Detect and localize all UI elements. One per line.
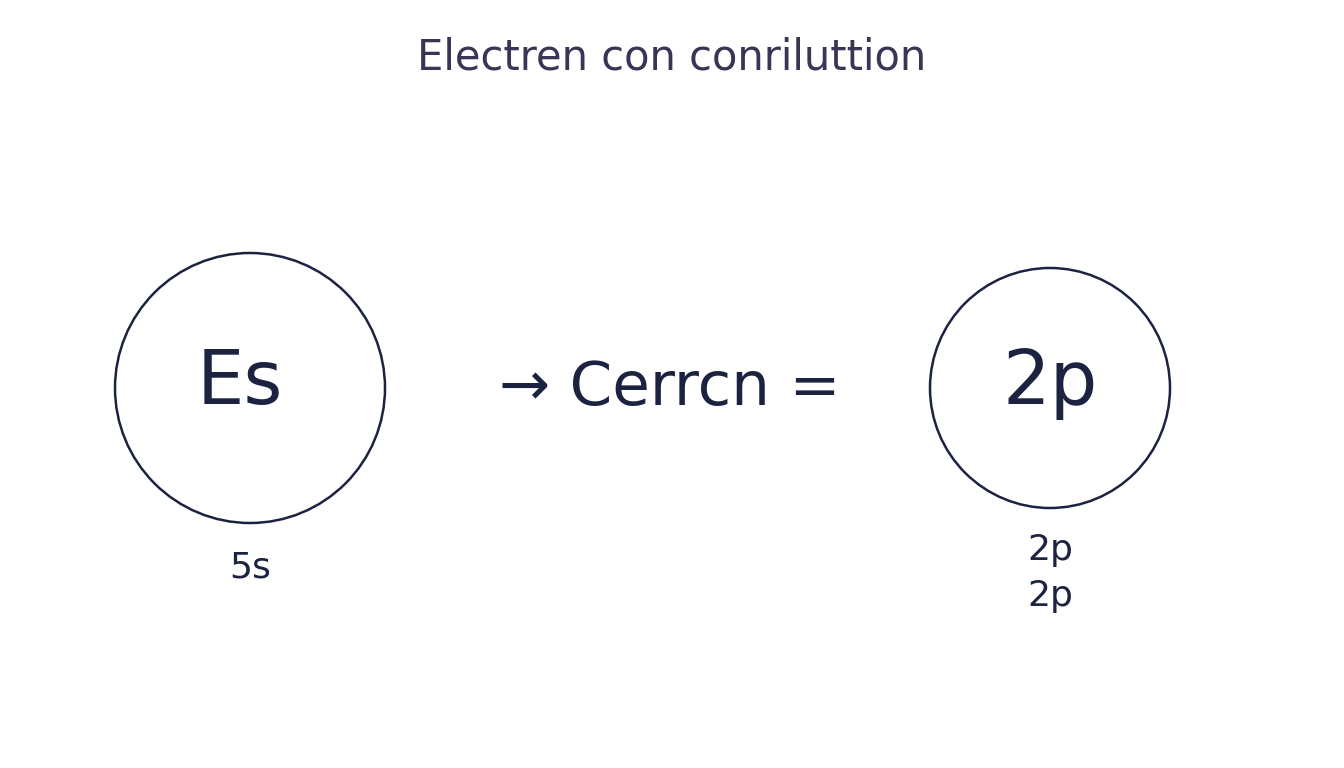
- Text: 2p: 2p: [1003, 346, 1098, 419]
- Circle shape: [116, 253, 384, 523]
- Text: Es: Es: [196, 346, 284, 419]
- Circle shape: [930, 268, 1171, 508]
- Text: Electren con conriluttion: Electren con conriluttion: [418, 37, 926, 79]
- Text: 2p: 2p: [1027, 533, 1073, 567]
- Text: → Cerrcn =: → Cerrcn =: [499, 359, 841, 418]
- Text: 5s: 5s: [228, 551, 271, 585]
- Text: 2p: 2p: [1027, 579, 1073, 613]
